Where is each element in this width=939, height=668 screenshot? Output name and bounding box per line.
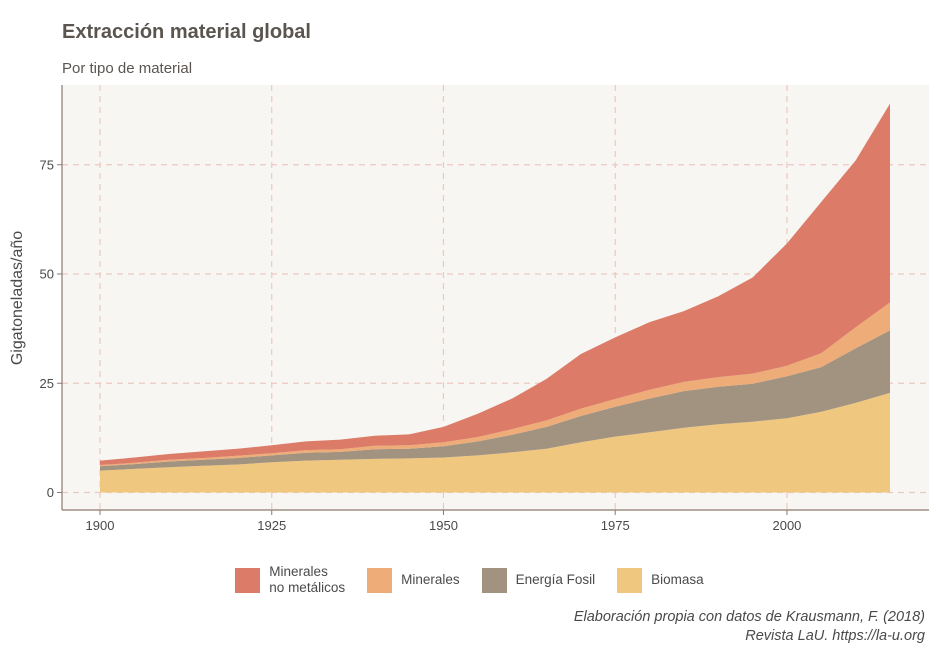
- chart-title: Extracción material global: [62, 21, 311, 43]
- legend-item-biomasa: Biomasa: [617, 567, 704, 593]
- x-tick-label-1900: 1900: [86, 518, 115, 533]
- legend-label-biomasa: Biomasa: [651, 572, 704, 587]
- legend-swatch-minerales: [367, 567, 393, 593]
- legend: Minerales no metálicos Minerales Energía…: [0, 564, 939, 596]
- legend-item-energia-fosil: Energía Fosil: [481, 567, 596, 593]
- area-energia-fosil: [100, 330, 890, 471]
- x-tick-label-1925: 1925: [257, 518, 286, 533]
- y-tick-label-25: 25: [40, 376, 54, 391]
- legend-item-no-metalicos: Minerales no metálicos: [235, 564, 345, 596]
- legend-swatch-no-metalicos: [235, 567, 261, 593]
- x-tick-label-2000: 2000: [772, 518, 801, 533]
- y-tick-label-0: 0: [47, 485, 54, 500]
- x-tick-label-1975: 1975: [601, 518, 630, 533]
- area-chart: 1900 1925 1950 1975 2000 0 25 50 75 Gigatoneladas…: [9, 85, 929, 533]
- legend-item-minerales: Minerales: [367, 567, 460, 593]
- x-tick-label-1950: 1950: [429, 518, 458, 533]
- area-minerales-no-metalicos: [100, 103, 890, 465]
- legend-swatch-biomasa: [617, 567, 643, 593]
- caption-website: Revista LaU. https://la-u.org: [745, 628, 925, 644]
- y-tick-label-75: 75: [40, 157, 54, 172]
- area-biomasa: [100, 392, 890, 493]
- caption-source: Elaboración propia con datos de Krausman…: [573, 609, 925, 625]
- chart-subtitle: Por tipo de material: [62, 60, 193, 77]
- area-minerales: [100, 302, 890, 467]
- y-tick-label-50: 50: [40, 267, 54, 282]
- y-axis-title: Gigatoneladas/año: [9, 231, 26, 365]
- legend-label-minerales: Minerales: [401, 572, 460, 587]
- legend-label-no-metalicos: Minerales no metálicos: [269, 564, 346, 595]
- legend-swatch-energia-fosil: [481, 567, 507, 593]
- legend-label-energia-fosil: Energía Fosil: [515, 572, 596, 587]
